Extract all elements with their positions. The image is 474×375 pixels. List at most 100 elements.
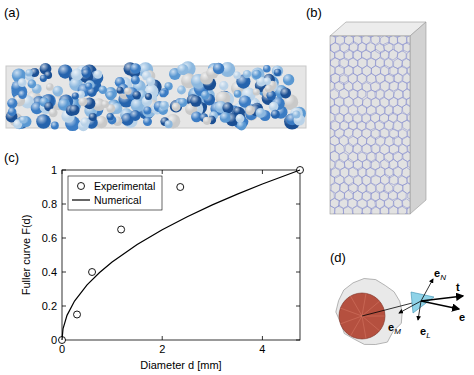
facet-edge [340,308,362,316]
mesh-cell [361,175,370,186]
particle [233,72,240,79]
particle-shade [26,69,33,76]
particle-shade [252,70,261,79]
particle-shade [220,112,231,123]
particle [222,102,233,113]
particle-shade [82,69,91,78]
particle [252,70,261,79]
tick [162,170,163,174]
particle-shade [272,65,283,76]
particle [19,116,26,123]
packing-box [6,66,306,128]
mesh-cell [375,199,385,209]
tick-label: 0 [59,343,65,355]
mesh-cell [330,206,335,215]
particle [18,90,27,99]
particle [36,114,51,129]
mesh-cell [397,190,406,200]
mesh-cell [353,128,363,139]
mesh-cell [359,213,368,214]
mesh-cell [397,97,406,107]
particle-shade [71,69,83,81]
facet-edge [362,316,380,331]
legend-label: Experimental [94,180,155,192]
particle [243,70,251,78]
particle [234,90,242,98]
mesh-cell [388,190,397,200]
mesh-cell [402,214,410,215]
particle-shade [131,76,140,85]
particle [28,80,37,89]
mesh-cell [348,120,357,130]
mesh-cell [344,81,354,92]
mesh-cell [398,129,407,139]
particle-shade [236,114,245,123]
panel-label: (c) [4,150,19,165]
vector-arrow [421,301,459,309]
mesh-cell [403,104,411,115]
particle-shade [292,111,300,119]
particle-shade [177,64,188,75]
facet-edge [362,316,366,339]
mesh-cell [348,152,358,163]
mesh-cell [334,97,344,107]
mesh-cell [353,114,362,124]
particle-shade [269,102,279,112]
mesh-cell [393,121,403,132]
particle-shade [40,75,47,82]
particle [220,112,231,123]
particle [177,86,186,95]
particle [292,111,300,119]
facet-edge [340,316,362,324]
particle-shade [201,91,210,100]
mesh-cell [397,51,406,61]
particle-shade [94,70,103,79]
y-axis-label: Fuller curve F(d) [20,215,32,296]
particle-shade [130,110,141,121]
chart: 02400.20.40.60.81Diameter d [mm]Fuller c… [20,164,304,371]
legend-swatch [72,199,90,200]
particle [236,114,245,123]
facet-edge [362,293,366,316]
mesh-cell [397,36,407,45]
particle [213,63,224,74]
mesh-cell [403,152,410,162]
particle [107,113,114,120]
mesh-cell [385,89,394,100]
mesh-cell [339,105,348,116]
particle-shade [99,86,107,94]
mesh-cell [384,42,393,52]
mesh-cell [375,214,384,215]
particle [26,69,33,76]
tick [296,238,300,239]
mesh-cell [357,89,366,99]
particle [271,110,280,119]
vector-arrow [421,279,433,301]
mesh-cell [358,199,368,209]
mesh-cell [339,58,349,68]
particle-shade [283,74,294,85]
particle-shade [245,106,255,116]
particle-shade [36,114,51,129]
tick-label: 1 [51,164,57,176]
particle [143,117,152,126]
mesh-cell [399,144,408,155]
particle-shade [160,101,169,110]
particle-shade [256,108,266,118]
particle-shade [143,117,152,126]
mesh-cell [344,36,353,45]
mesh-cell [384,199,393,210]
particle-shade [265,85,273,93]
particle-shade [274,69,281,76]
tick-label: 0 [51,334,57,346]
mesh-cell [389,144,399,154]
particle [274,69,281,76]
particle [106,91,115,100]
mesh-cell [366,43,376,53]
tick [62,170,63,174]
particle [133,91,141,99]
panel-label: (b) [306,5,322,20]
particle [219,81,228,90]
particle-shade [146,77,155,86]
particle [71,69,83,81]
